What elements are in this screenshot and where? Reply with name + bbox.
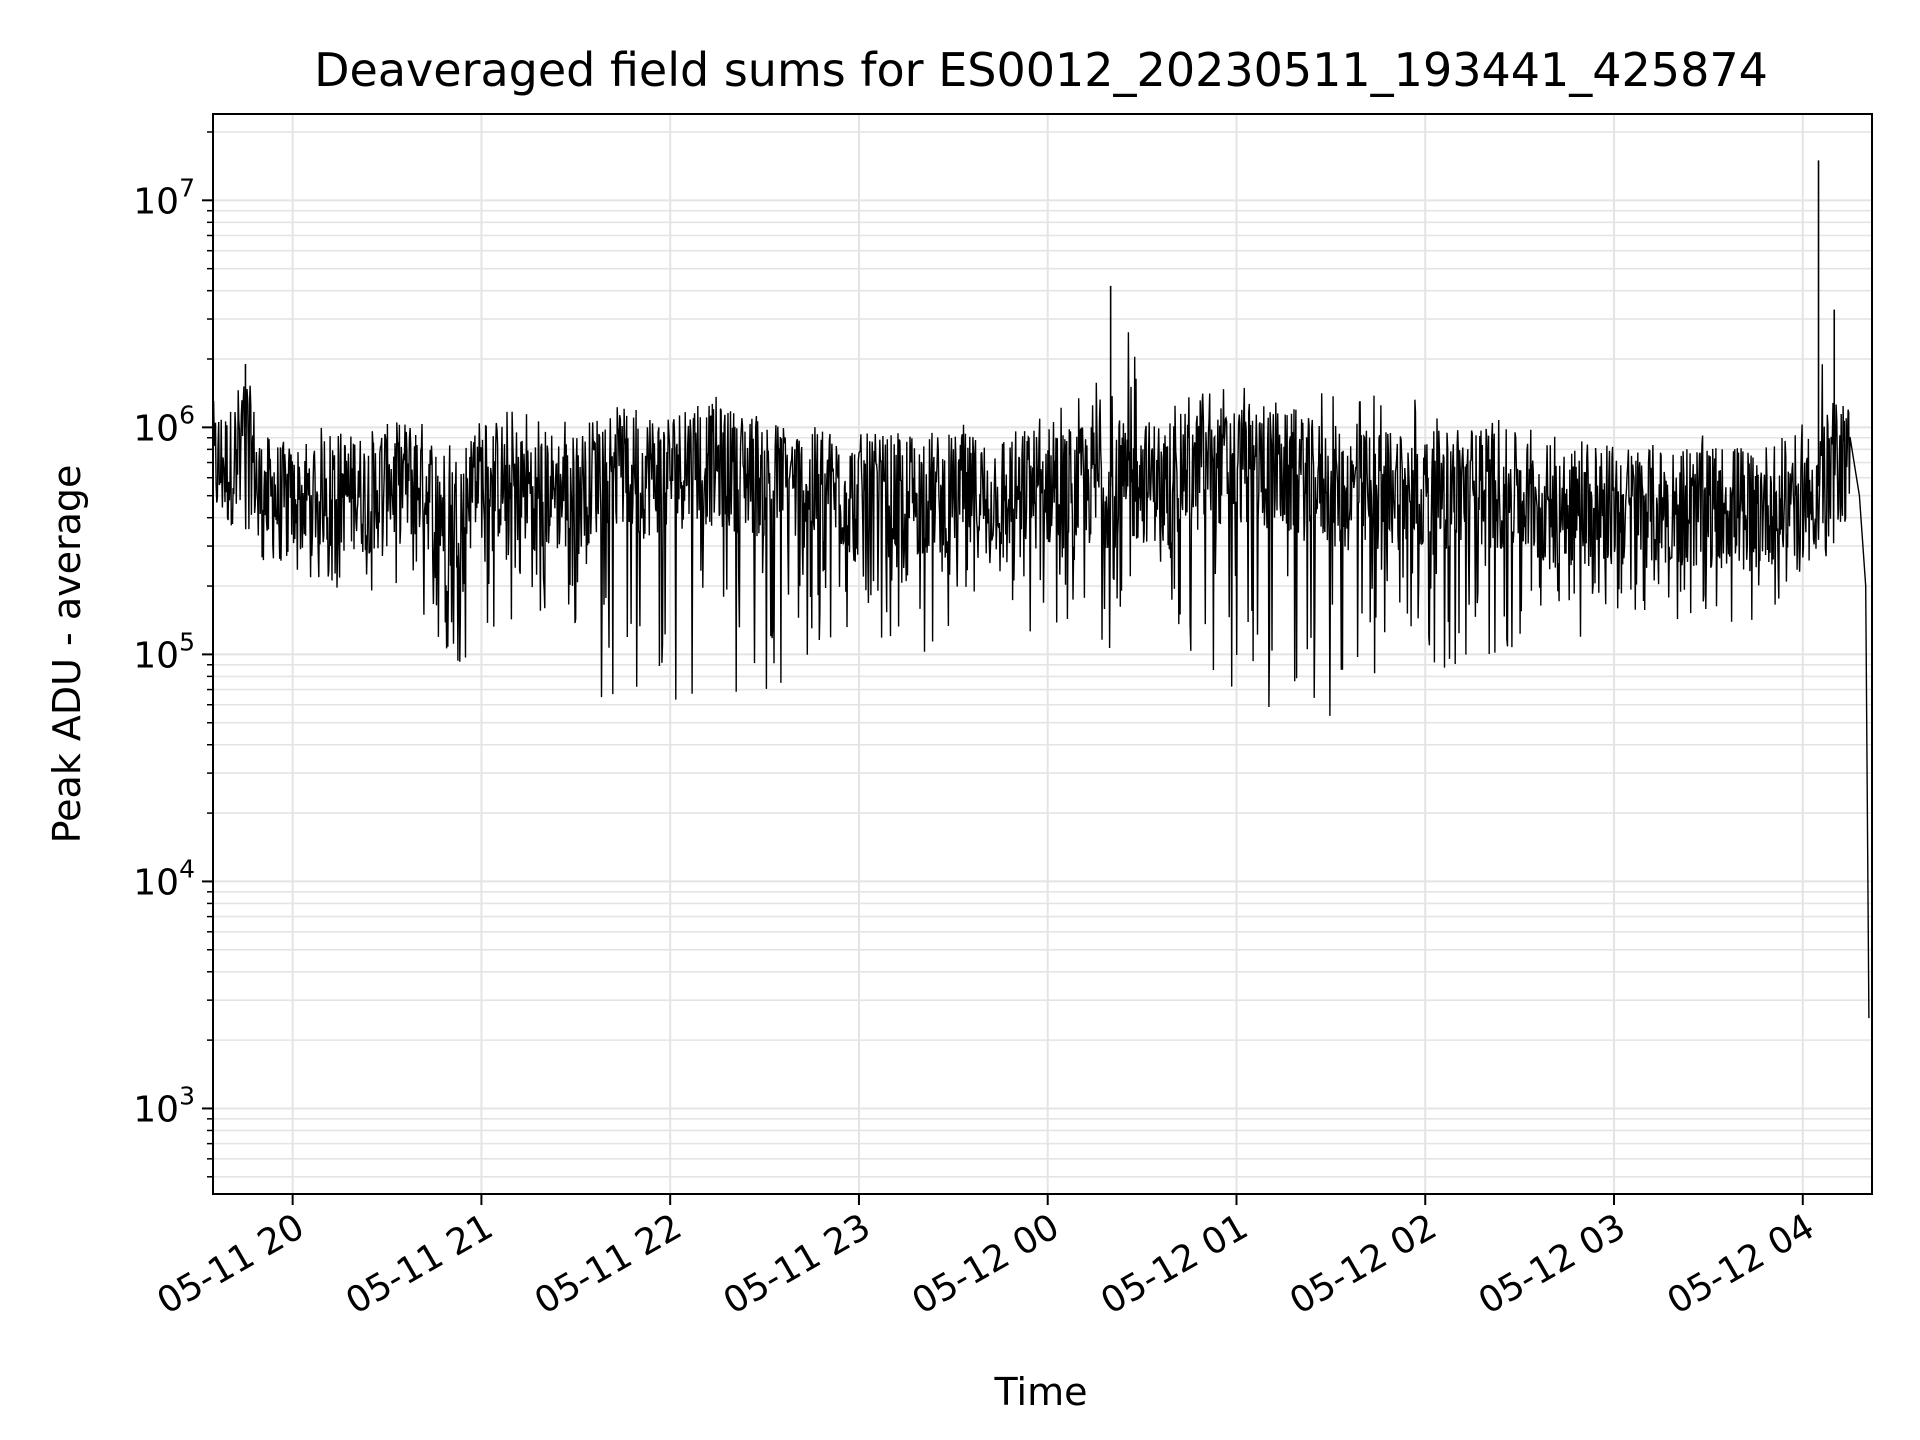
y-tick-label: 107 xyxy=(133,173,195,222)
x-tick-label: 05-11 20 xyxy=(150,1206,311,1322)
x-tick-label: 05-12 02 xyxy=(1283,1206,1444,1322)
grid-layer xyxy=(213,114,1872,1194)
y-tick-label: 105 xyxy=(133,627,195,676)
x-tick-label: 05-11 23 xyxy=(717,1206,878,1322)
x-tick-label: 05-11 22 xyxy=(528,1206,689,1322)
y-tick-label: 106 xyxy=(133,400,195,449)
chart-title: Deaveraged field sums for ES0012_2023051… xyxy=(314,43,1768,97)
x-tick-label: 05-12 01 xyxy=(1094,1206,1255,1322)
x-tick-label: 05-12 00 xyxy=(906,1206,1067,1322)
y-tick-label: 104 xyxy=(133,854,195,903)
x-axis-label: Time xyxy=(994,1370,1088,1414)
series-line xyxy=(212,332,1870,1019)
data-layer xyxy=(212,160,1870,1019)
x-tick-label: 05-11 21 xyxy=(339,1206,500,1322)
y-tick-label: 103 xyxy=(133,1081,195,1130)
x-tick-label: 05-12 03 xyxy=(1472,1206,1633,1322)
x-tick-label: 05-12 04 xyxy=(1661,1206,1822,1322)
y-axis-label: Peak ADU - average xyxy=(45,465,89,844)
